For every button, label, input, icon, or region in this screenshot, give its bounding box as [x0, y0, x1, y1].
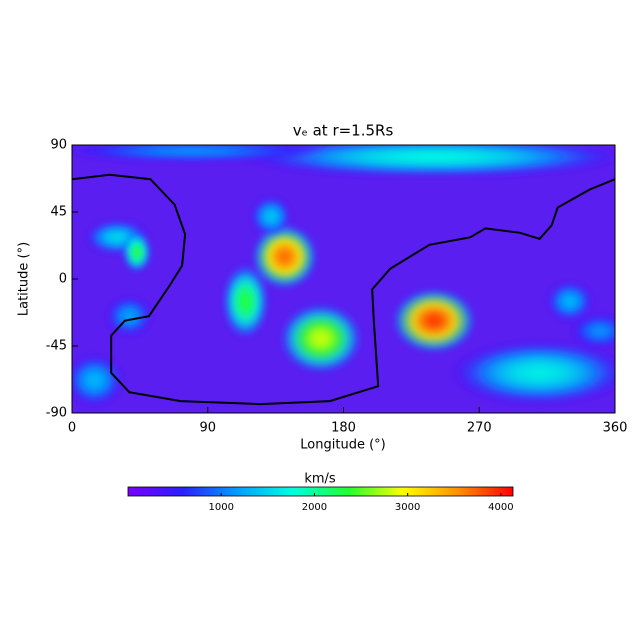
velocity-feature: [391, 287, 477, 354]
x-tick-label: 0: [68, 421, 76, 436]
y-tick-label: -45: [46, 339, 67, 354]
colorbar-tick-label: 1000: [208, 502, 233, 513]
velocity-feature: [121, 231, 152, 274]
colorbar-tick-label: 4000: [488, 502, 513, 513]
x-axis-label: Longitude (°): [300, 438, 385, 453]
velocity-feature: [105, 295, 154, 338]
velocity-feature: [569, 313, 615, 349]
velocity-feature: [449, 340, 615, 406]
y-tick-label: 45: [50, 205, 67, 220]
velocity-feature: [237, 145, 615, 178]
y-tick-label: -90: [46, 406, 67, 421]
x-tick-label: 90: [199, 421, 216, 436]
velocity-feature: [251, 223, 318, 290]
y-axis-label: Latitude (°): [17, 242, 32, 316]
neutral-line: [72, 173, 615, 406]
colorbar-label: km/s: [304, 472, 336, 487]
x-tick-label: 360: [603, 421, 628, 436]
velocity-feature: [545, 280, 594, 323]
x-tick-label: 180: [331, 421, 356, 436]
velocity-feature: [72, 353, 125, 408]
velocity-feature: [278, 302, 364, 375]
chart-title: vₑ at r=1.5Rs: [293, 122, 394, 140]
y-tick-label: 90: [50, 138, 67, 153]
y-tick-label: 0: [59, 272, 67, 287]
velocity-feature: [221, 262, 270, 341]
colorbar-tick-label: 3000: [395, 502, 420, 513]
colorbar-tick-label: 2000: [302, 502, 327, 513]
x-tick-label: 270: [467, 421, 492, 436]
plot-area: [72, 145, 615, 413]
velocity-feature: [72, 145, 329, 163]
colorbar: [127, 486, 514, 497]
velocity-feature: [249, 195, 293, 238]
